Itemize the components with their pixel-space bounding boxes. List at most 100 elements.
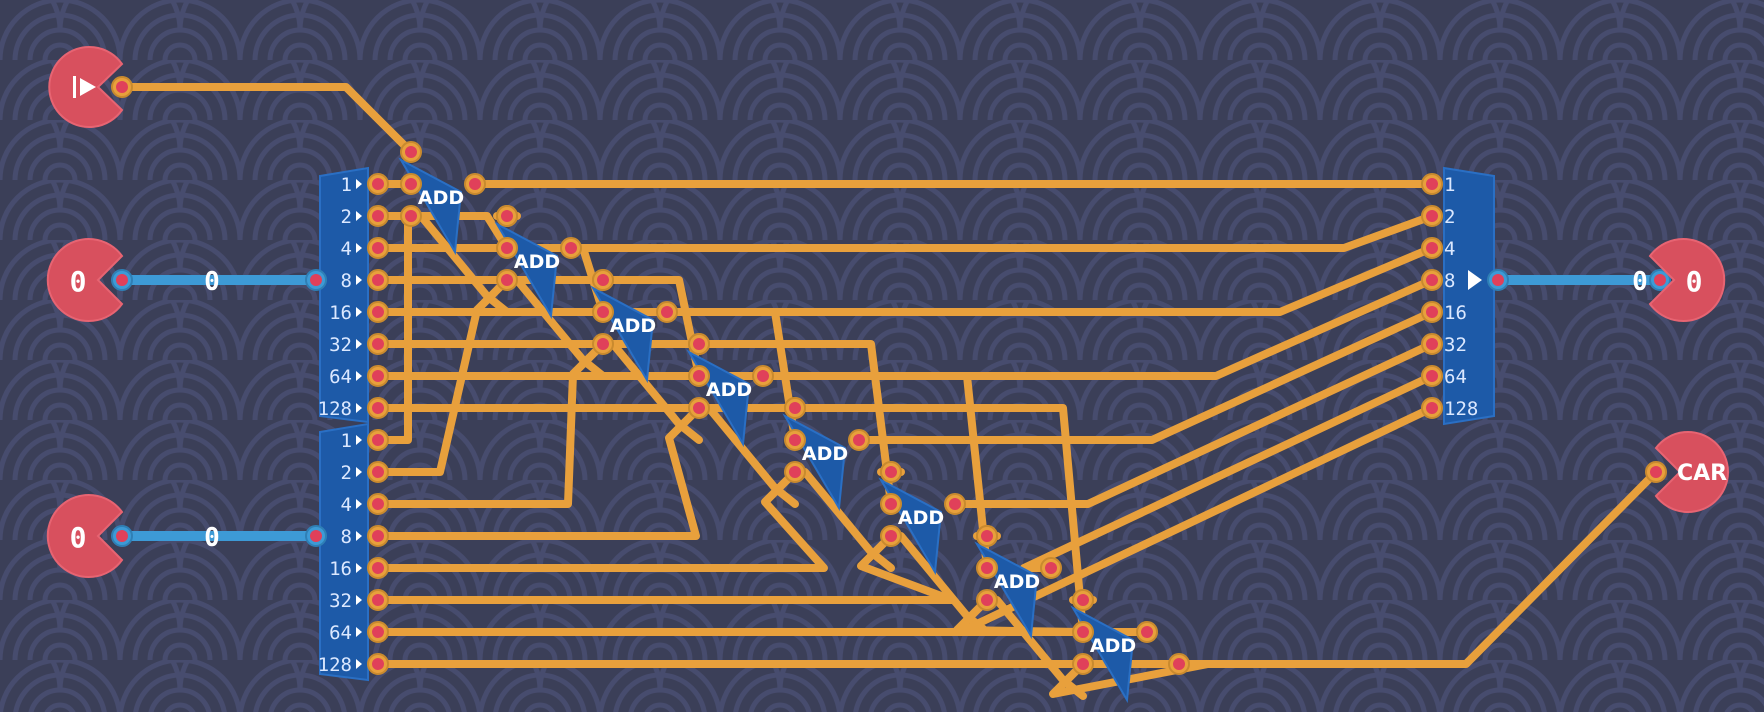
- splitter-b-bit-label: 128: [318, 654, 352, 676]
- splitter-b-byte-pin-dot: [310, 530, 322, 542]
- combiner-byte-pin-dot: [1492, 274, 1504, 286]
- adder-sum-pin-dot: [469, 178, 481, 190]
- adder-b-pin-dot: [597, 338, 609, 350]
- carry-out-pin-dot: [1650, 466, 1662, 478]
- splitter-a-pin-dot: [372, 338, 384, 350]
- combiner-bit-label: 8: [1444, 270, 1455, 292]
- adder-sum-pin-dot: [565, 242, 577, 254]
- adder-label: ADD: [610, 315, 656, 337]
- combiner-bit-label: 32: [1444, 334, 1467, 356]
- adder-carry-in-pin-dot: [1077, 594, 1089, 606]
- adder-carry-in-pin-dot: [405, 146, 417, 158]
- adder-b-pin-dot: [1077, 658, 1089, 670]
- adder-carry-in-pin-dot: [693, 338, 705, 350]
- splitter-b-bit-label: 16: [329, 558, 352, 580]
- splitter-a-pin-dot: [372, 402, 384, 414]
- splitter-b-pin-dot: [372, 594, 384, 606]
- input-a-value: 0: [70, 265, 87, 298]
- adder-a-pin-dot: [597, 306, 609, 318]
- adder-label: ADD: [514, 251, 560, 273]
- adder-carry-in-pin-dot: [597, 274, 609, 286]
- splitter-b-pin-dot: [372, 658, 384, 670]
- splitter-a-bit-label: 1: [341, 174, 352, 196]
- adder-a-pin-dot: [981, 562, 993, 574]
- adder-b-pin-dot: [981, 594, 993, 606]
- adder-label: ADD: [898, 507, 944, 529]
- combiner-bit-label: 2: [1444, 206, 1455, 228]
- splitter-a-pin-dot: [372, 178, 384, 190]
- combiner-bit-label: 16: [1444, 302, 1467, 324]
- combiner-pin-dot: [1426, 274, 1438, 286]
- adder-a-pin-dot: [789, 434, 801, 446]
- adder-label: ADD: [1090, 635, 1136, 657]
- splitter-b-pin-dot: [372, 626, 384, 638]
- splitter-a-pin-dot: [372, 274, 384, 286]
- splitter-a-pin-dot: [372, 370, 384, 382]
- adder-sum-pin-dot: [949, 498, 961, 510]
- combiner-pin-dot: [1426, 210, 1438, 222]
- output-carry-label: CAR: [1677, 461, 1727, 486]
- adder-a-pin-dot: [885, 498, 897, 510]
- combiner-pin-dot: [1426, 306, 1438, 318]
- adder-a-pin-dot: [693, 370, 705, 382]
- combiner-bit-label: 64: [1444, 366, 1467, 388]
- adder-sum-pin-dot: [853, 434, 865, 446]
- adder-carry-in-pin-dot: [885, 466, 897, 478]
- input-b-value: 0: [70, 521, 87, 554]
- splitter-b-pin-dot: [372, 434, 384, 446]
- splitter-b-bit-label: 32: [329, 590, 352, 612]
- adder-carry-in-pin-dot: [789, 402, 801, 414]
- output-sum-byte-pin-dot: [1654, 274, 1666, 286]
- adder-sum-pin-dot: [661, 306, 673, 318]
- adder-b-pin-dot: [789, 466, 801, 478]
- splitter-a-pin-dot: [372, 210, 384, 222]
- splitter-b-bit-label: 1: [341, 430, 352, 452]
- splitter-a-pin-dot: [372, 242, 384, 254]
- splitter-a-bit-label: 4: [341, 238, 352, 260]
- combiner-pin-dot: [1426, 402, 1438, 414]
- splitter-b-pin-dot: [372, 530, 384, 542]
- splitter-b-pin-dot: [372, 466, 384, 478]
- adder-label: ADD: [706, 379, 752, 401]
- splitter-b-bit-label: 8: [341, 526, 352, 548]
- adder-carry-in-pin-dot: [501, 210, 513, 222]
- adder-b-pin-dot: [501, 274, 513, 286]
- splitter-a-bit-label: 16: [329, 302, 352, 324]
- combiner-pin-dot: [1426, 370, 1438, 382]
- adder-b-pin-dot: [693, 402, 705, 414]
- splitter-a-byte-pin-dot: [310, 274, 322, 286]
- combiner-pin-dot: [1426, 338, 1438, 350]
- combiner-pin-dot: [1426, 242, 1438, 254]
- adder-b-pin-dot: [405, 210, 417, 222]
- splitter-a-bit-label: 8: [341, 270, 352, 292]
- adder-a-pin-dot: [501, 242, 513, 254]
- adder-b-pin-dot: [885, 530, 897, 542]
- combiner-pin-dot: [1426, 178, 1438, 190]
- input-a-byte-pin-dot: [116, 274, 128, 286]
- splitter-a-bit-label: 32: [329, 334, 352, 356]
- input-a-wire-value: 0: [204, 267, 220, 297]
- combiner-bit-label: 4: [1444, 238, 1455, 260]
- output-sum-value: 0: [1686, 265, 1703, 298]
- adder-carry-out-pin-dot: [1173, 658, 1185, 670]
- combiner-bit-label: 128: [1444, 398, 1478, 420]
- splitter-b-bit-label: 4: [341, 494, 352, 516]
- output-sum-wire-value: 0: [1632, 267, 1648, 297]
- splitter-b-bit-label: 2: [341, 462, 352, 484]
- adder-label: ADD: [418, 187, 464, 209]
- adder-sum-pin-dot: [757, 370, 769, 382]
- splitter-b-pin-dot: [372, 498, 384, 510]
- splitter-a-bit-label: 64: [329, 366, 352, 388]
- adder-sum-pin-dot: [1045, 562, 1057, 574]
- combiner-bit-label: 1: [1444, 174, 1455, 196]
- splitter-a-bit-label: 128: [318, 398, 352, 420]
- run-pin-dot: [116, 81, 128, 93]
- splitter-b-bit-label: 64: [329, 622, 352, 644]
- adder-sum-pin-dot: [1141, 626, 1153, 638]
- input-b-byte-pin-dot: [116, 530, 128, 542]
- input-b-wire-value: 0: [204, 523, 220, 553]
- adder-carry-in-pin-dot: [981, 530, 993, 542]
- splitter-b-pin-dot: [372, 562, 384, 574]
